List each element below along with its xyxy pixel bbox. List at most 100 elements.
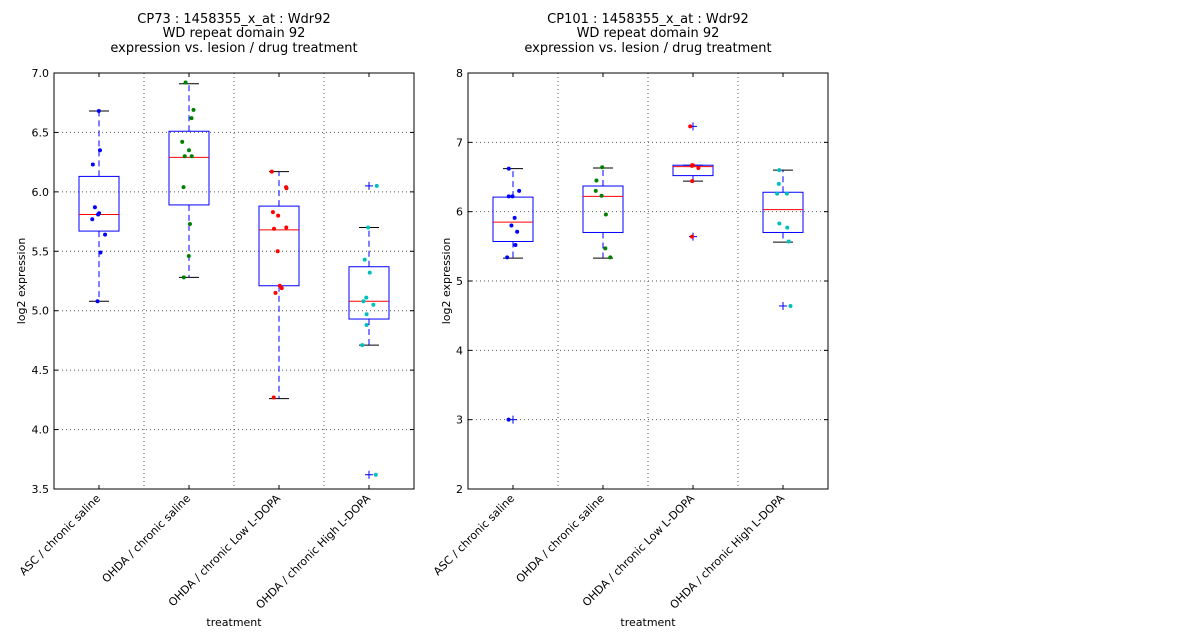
data-point	[360, 343, 365, 348]
data-point	[603, 212, 608, 217]
data-point	[775, 191, 780, 196]
data-point	[284, 225, 289, 230]
data-point	[594, 178, 599, 183]
box-group	[672, 122, 714, 241]
data-point	[515, 229, 520, 234]
data-point	[181, 185, 186, 190]
data-point	[96, 109, 101, 114]
y-tick-label: 7.0	[32, 67, 50, 80]
y-tick-label: 6	[456, 206, 463, 219]
data-point	[362, 257, 367, 262]
data-point	[275, 249, 280, 254]
data-point	[690, 163, 695, 168]
y-tick-label: 5.0	[32, 305, 50, 318]
data-point	[506, 194, 511, 199]
x-tick-label: ASC / chronic saline	[431, 492, 517, 578]
data-point	[186, 254, 191, 259]
data-point	[608, 255, 613, 260]
data-point	[371, 302, 376, 307]
data-point	[509, 223, 514, 228]
y-axis-label: log2 expression	[440, 238, 453, 325]
box-group	[762, 168, 804, 310]
box	[78, 175, 120, 232]
data-point	[367, 270, 372, 275]
data-point	[786, 239, 791, 244]
data-point	[517, 188, 522, 193]
data-point	[97, 148, 102, 153]
data-point	[788, 303, 793, 308]
data-point	[513, 242, 518, 247]
box	[168, 130, 210, 206]
plot-frame	[467, 72, 829, 490]
box-group	[492, 166, 534, 424]
x-tick-label: OHDA / chronic saline	[100, 492, 194, 586]
box	[582, 185, 624, 233]
chart-title-line-3: expression vs. lesion / drug treatment	[524, 41, 771, 56]
data-point	[90, 217, 95, 222]
chart-title-line-2: WD repeat domain 92	[163, 26, 306, 41]
y-tick-label: 6.5	[32, 126, 50, 139]
data-point	[373, 472, 378, 477]
data-point	[600, 165, 605, 170]
x-tick-label: ASC / chronic saline	[17, 492, 103, 578]
y-tick-label: 4.0	[32, 424, 50, 437]
data-point	[505, 255, 510, 260]
data-point	[189, 154, 194, 159]
data-point	[95, 299, 100, 304]
data-point	[279, 286, 284, 291]
box	[492, 196, 534, 242]
data-point	[98, 250, 103, 255]
data-point	[182, 154, 187, 159]
data-point	[688, 124, 693, 129]
data-point	[690, 179, 695, 184]
data-point	[361, 299, 366, 304]
y-tick-label: 3.5	[32, 483, 50, 496]
data-point	[593, 188, 598, 193]
box-group	[78, 109, 120, 304]
chart-title-line-3: expression vs. lesion / drug treatment	[110, 41, 357, 56]
data-point	[180, 139, 185, 144]
data-point	[97, 211, 102, 216]
y-tick-label: 6.0	[32, 186, 50, 199]
y-tick-label: 7	[456, 136, 463, 149]
data-point	[183, 80, 188, 85]
data-point	[603, 246, 608, 251]
data-point	[273, 290, 278, 295]
chart-title-line-1: CP101 : 1458355_x_at : Wdr92	[547, 12, 749, 27]
data-point	[366, 225, 371, 230]
y-tick-label: 3	[456, 414, 463, 427]
plot-frame	[53, 72, 415, 490]
data-point	[284, 186, 289, 191]
data-point	[92, 205, 97, 210]
data-point	[364, 322, 369, 327]
data-point	[189, 116, 194, 121]
x-axis-label: treatment	[206, 616, 262, 629]
data-point	[784, 191, 789, 196]
x-axis-label: treatment	[620, 616, 676, 629]
y-tick-label: 2	[456, 483, 463, 496]
data-point	[272, 226, 277, 231]
y-tick-label: 5	[456, 275, 463, 288]
data-point	[599, 193, 604, 198]
data-point	[696, 165, 701, 170]
data-point	[364, 312, 369, 317]
data-point	[181, 275, 186, 280]
y-tick-label: 8	[456, 67, 463, 80]
data-point	[777, 168, 782, 173]
box-group	[348, 181, 390, 479]
data-point	[269, 169, 274, 174]
data-point	[191, 107, 196, 112]
data-point	[186, 148, 191, 153]
data-point	[777, 221, 782, 226]
y-tick-label: 4.5	[32, 364, 50, 377]
left-chart: CP73 : 1458355_x_at : Wdr92 WD repeat do…	[15, 12, 415, 629]
data-point	[512, 215, 517, 220]
data-point	[785, 225, 790, 230]
data-point	[90, 162, 95, 167]
y-tick-label: 4	[456, 344, 463, 357]
data-point	[276, 213, 281, 218]
box	[348, 266, 390, 320]
box-group	[258, 169, 300, 400]
y-axis-label: log2 expression	[15, 238, 28, 325]
